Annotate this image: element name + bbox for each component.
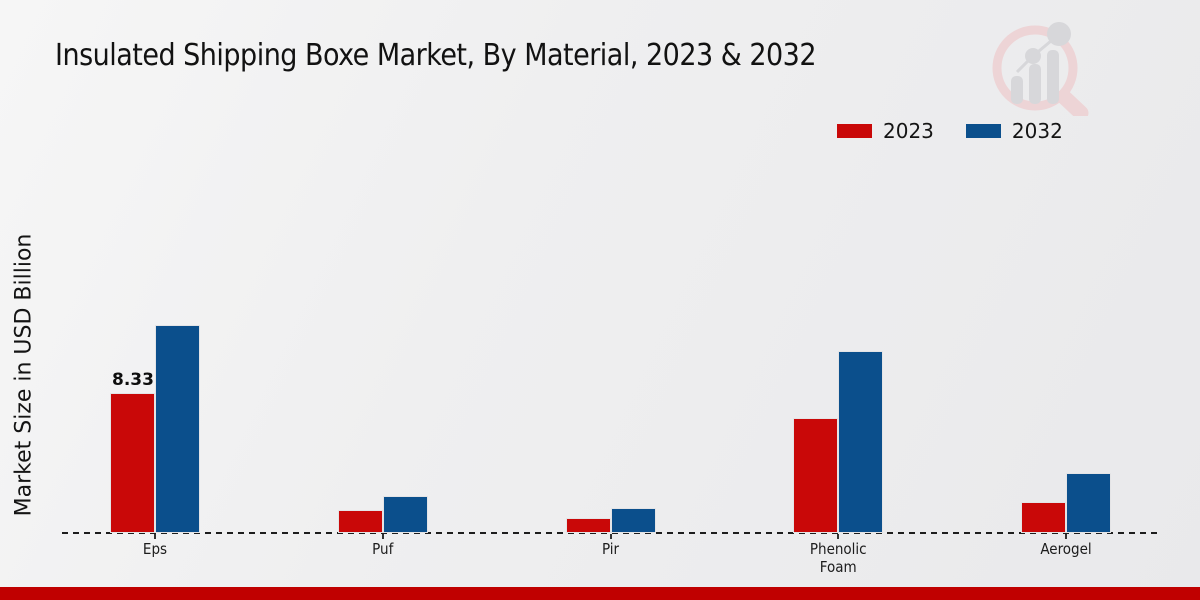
footer-accent-band (0, 587, 1200, 600)
legend: 2023 2032 (837, 119, 1095, 143)
bar-2023-aerogel (1021, 502, 1066, 533)
legend-item-2023: 2023 (837, 119, 934, 143)
x-axis-label-phenolic-foam: Phenolic Foam (809, 540, 867, 576)
bar-2032-pir (610, 508, 656, 533)
bar-2023-pir (565, 518, 611, 533)
x-axis-tick-phenolic-foam (837, 534, 840, 539)
data-label-2023-eps: 8.33 (112, 370, 154, 390)
x-axis-tick-aerogel (1065, 534, 1067, 539)
legend-label-2032: 2032 (1011, 119, 1063, 143)
x-axis-label-pir: Pir (601, 540, 620, 558)
bar-2032-phenolic-foam (838, 351, 884, 533)
bar-2023-phenolic-foam (793, 418, 839, 533)
bar-2023-puf (337, 510, 383, 533)
y-axis-title: Market Size in USD Billion (11, 233, 37, 517)
x-axis-label-puf: Puf (372, 540, 394, 558)
market-research-future-logo-icon (985, 16, 1095, 121)
x-axis-label-eps: Eps (142, 540, 168, 558)
plot-area: Eps Puf Pir Phenolic Foam Aerogel 8.33 (62, 0, 1157, 585)
x-axis-baseline (62, 532, 1157, 534)
bar-2032-aerogel (1066, 473, 1111, 533)
x-axis-tick-eps (154, 534, 156, 539)
legend-item-2032: 2032 (965, 119, 1063, 143)
legend-label-2023: 2023 (883, 119, 934, 143)
x-axis-tick-puf (381, 534, 384, 539)
bar-2023-eps (110, 393, 155, 533)
legend-swatch-2032 (965, 124, 1001, 138)
x-axis-label-aerogel: Aerogel (1040, 540, 1092, 558)
x-axis-tick-pir (609, 534, 612, 539)
bar-2032-eps (155, 325, 200, 533)
magnifier-bars-logo-icon (992, 22, 1089, 121)
bar-2032-puf (382, 496, 428, 533)
legend-swatch-2023 (837, 124, 872, 138)
chart-title: Insulated Shipping Boxe Market, By Mater… (55, 38, 817, 73)
